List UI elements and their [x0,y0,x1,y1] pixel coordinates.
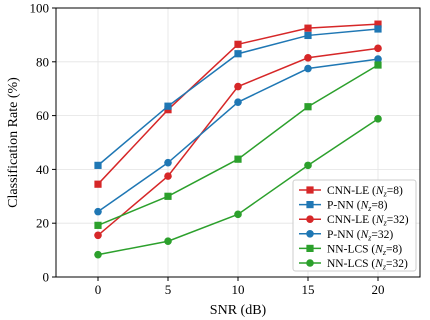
legend-series-name: P-NN [327,200,355,212]
legend-series-name: P-NN [327,229,355,241]
legend-item: CNN-LE (Nz=8) [299,185,403,199]
x-tick-label: 10 [232,282,245,297]
y-tick-label: 100 [30,1,50,16]
data-point [374,25,382,33]
data-point [234,50,242,58]
legend-series-param: 8 [393,243,399,255]
data-point [94,231,102,240]
data-point [374,61,382,69]
legend-series-name: CNN-LE [327,214,369,226]
y-tick-label: 0 [43,270,50,285]
x-tick-label: 5 [165,282,172,297]
legend-series-name: NN-LCS [327,243,369,255]
series-4 [94,61,382,229]
y-tick-label: 20 [36,216,49,231]
legend-series-param: 8 [393,185,399,197]
legend-label: P-NN (Nz=8) [327,200,388,214]
data-point [374,20,382,28]
series-5 [94,115,382,259]
data-point [164,172,172,180]
data-point [94,161,102,169]
data-point [304,161,312,170]
legend-series-param: 32 [393,258,405,270]
data-point [304,31,312,40]
y-tick-label: 80 [36,54,49,69]
legend-marker [306,259,314,267]
legend-item: CNN-LE (Nz=32) [299,214,409,228]
series-2 [94,44,382,240]
data-point [164,192,172,200]
data-point [94,207,102,216]
data-point [304,53,312,62]
legend-marker [306,230,314,238]
data-point [94,250,102,259]
legend-marker [306,186,314,194]
data-point [234,155,242,163]
series-3 [94,55,382,216]
data-point [374,55,382,63]
y-tick-label: 40 [36,162,49,177]
x-tick-label: 0 [95,282,102,297]
legend-series-param: 32 [378,229,390,241]
x-tick-label: 15 [302,282,315,297]
legend-box [292,179,417,272]
y-tick-label: 60 [36,108,49,123]
data-point [94,221,102,229]
data-point [374,44,382,53]
series-layer [94,20,382,259]
data-point [304,24,312,32]
legend-series-param: 32 [393,214,405,226]
legend-label: CNN-LE (Nz=8) [327,185,403,199]
data-point [234,40,242,48]
legend-item: P-NN (Nz=32) [299,229,393,243]
legend-series-name: CNN-LE [327,185,369,197]
y-axis-title: Classification Rate (%) [6,77,21,208]
legend: CNN-LE (Nz=8)P-NN (Nz=8)CNN-LE (Nz=32)P-… [292,179,417,272]
data-point [234,82,242,91]
x-axis-title: SNR (dB) [210,303,267,318]
legend-series-name: NN-LCS [327,258,369,270]
legend-item: NN-LCS (Nz=32) [299,258,408,272]
legend-label: P-NN (Nz=32) [327,229,393,243]
ticks: 0 5 10 15 20 0 20 40 60 80 100 [30,1,385,298]
data-point [234,210,242,219]
data-point [374,115,382,123]
x-tick-label: 20 [372,282,385,297]
data-point [234,98,242,106]
data-point [304,103,312,111]
data-point [164,237,172,246]
legend-marker [306,244,314,252]
legend-label: CNN-LE (Nz=32) [327,214,409,228]
series-1 [94,25,382,169]
legend-marker [306,215,314,223]
legend-item: P-NN (Nz=8) [299,200,388,214]
data-point [94,180,102,188]
data-point [304,64,312,73]
legend-series-param: 8 [378,200,384,212]
legend-marker [306,201,314,209]
data-point [164,102,172,110]
legend-item: NN-LCS (Nz=8) [299,243,402,257]
legend-label: NN-LCS (Nz=32) [327,258,408,272]
data-point [164,158,172,167]
legend-label: NN-LCS (Nz=8) [327,243,402,257]
